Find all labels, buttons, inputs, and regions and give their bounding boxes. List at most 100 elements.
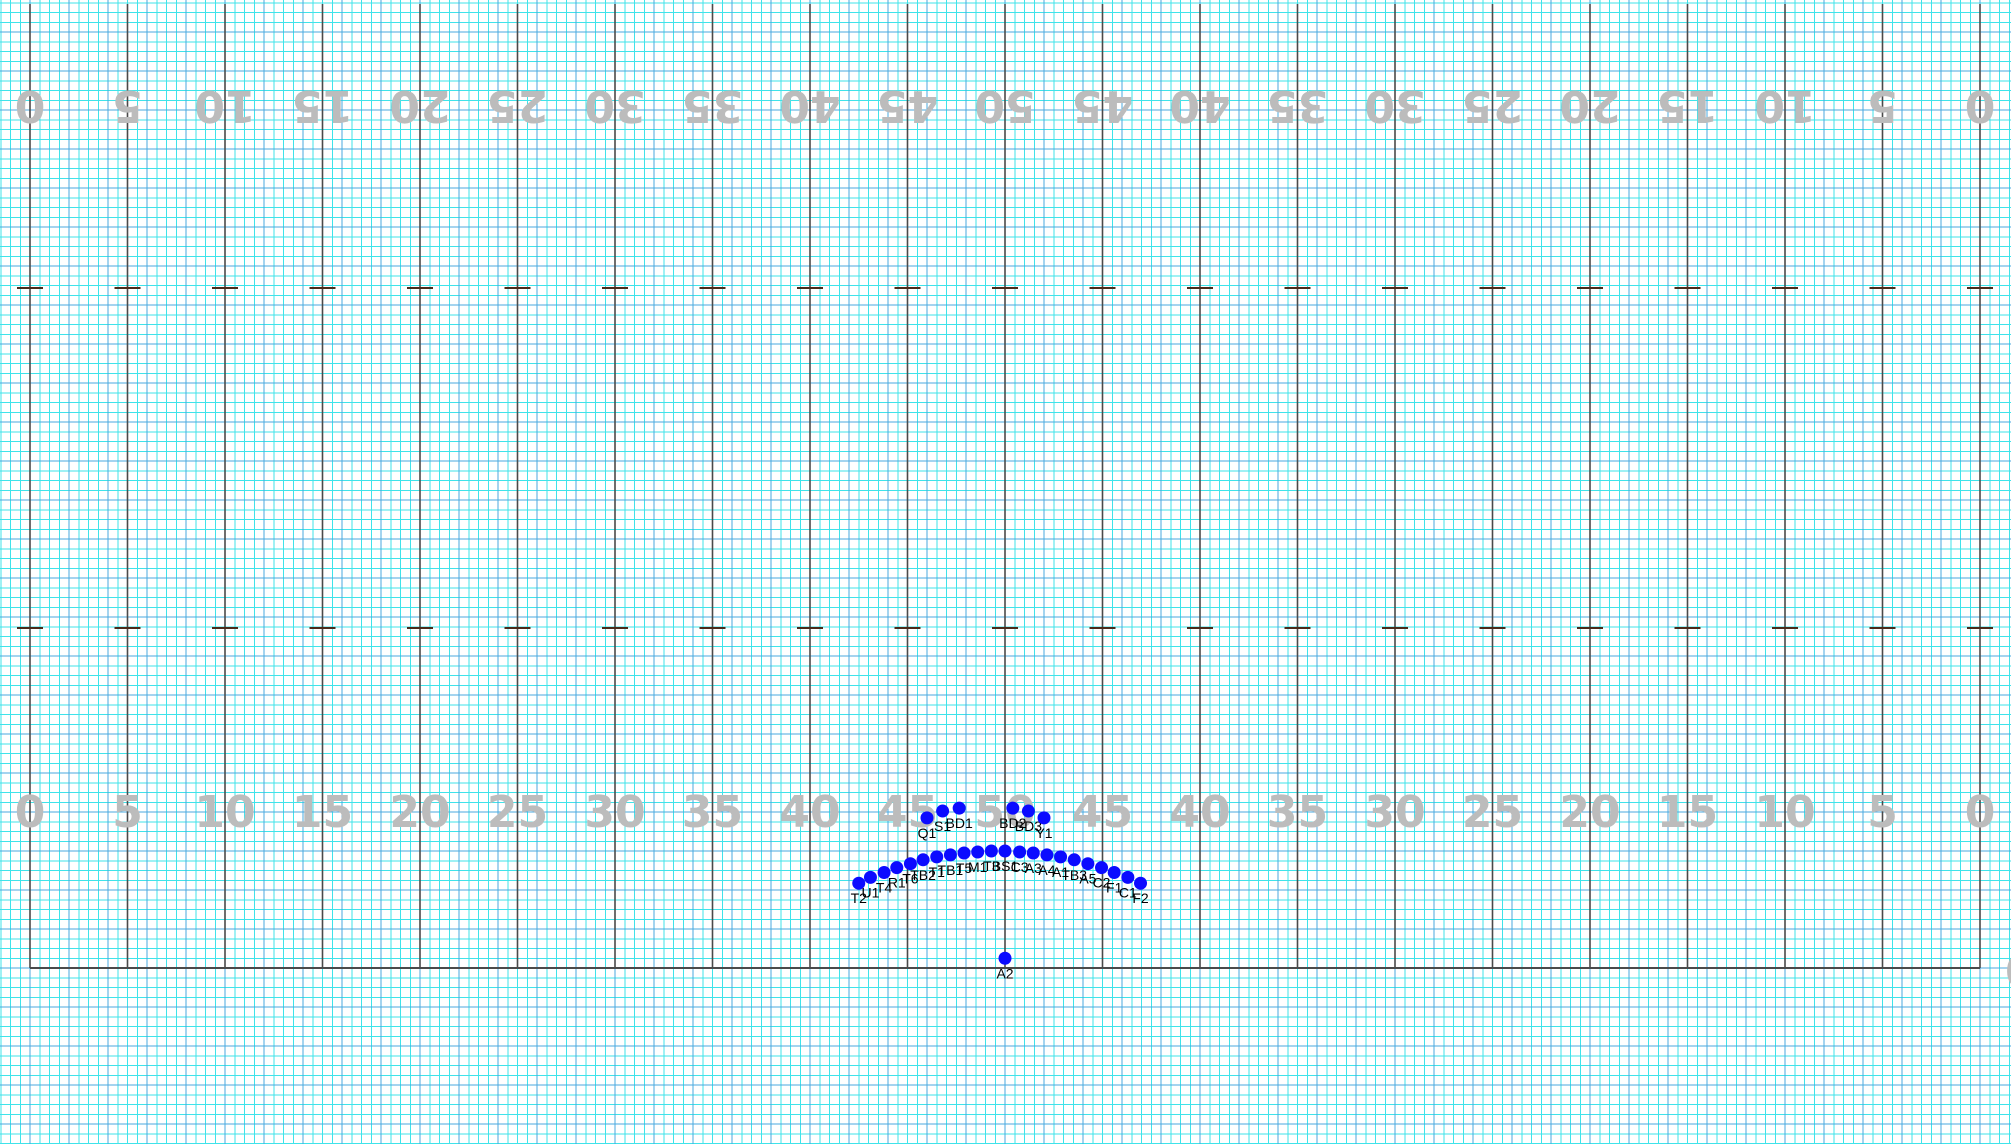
marcher-t6[interactable]: T6 [902, 857, 919, 887]
marcher-label: BD3 [1015, 818, 1042, 834]
yard-number-top: 20 [1559, 80, 1620, 131]
marcher-label: T5 [956, 860, 973, 876]
marcher-t3[interactable]: T3 [983, 844, 1000, 875]
marcher-dot[interactable] [936, 804, 950, 818]
marcher-dot[interactable] [957, 846, 971, 860]
marcher-bd2[interactable]: BD2 [999, 801, 1027, 832]
yard-number-bottom: 35 [682, 787, 743, 838]
marcher-dot[interactable] [984, 844, 998, 858]
marcher-dot[interactable] [1107, 865, 1121, 879]
marcher-bd1[interactable]: BD1 [946, 801, 973, 832]
yard-number-top: 40 [779, 80, 840, 131]
marcher-dot[interactable] [943, 848, 957, 862]
yard-number-bottom: 30 [1364, 787, 1425, 838]
marcher-dot[interactable] [1021, 804, 1035, 818]
marcher-label: C3 [1011, 859, 1029, 875]
marcher-dot[interactable] [952, 801, 966, 815]
yard-number-top: 25 [487, 80, 548, 131]
marcher-a3[interactable]: A3 [1025, 846, 1042, 876]
marcher-dot[interactable] [1026, 846, 1040, 860]
marcher-dot[interactable] [1067, 853, 1081, 867]
marcher-dot[interactable] [903, 857, 917, 871]
yard-number-bottom: 40 [779, 787, 840, 838]
yard-number-bottom: 30 [584, 787, 645, 838]
marcher-dot[interactable] [1037, 811, 1051, 825]
marcher-tb3[interactable]: TB3 [1061, 853, 1087, 883]
marcher-dot[interactable] [1121, 870, 1135, 884]
marcher-label: BS1 [992, 858, 1019, 874]
marcher-tb2[interactable]: TB2 [910, 853, 936, 883]
yard-number-top: 0 [1965, 80, 1996, 131]
marcher-dot[interactable] [1054, 850, 1068, 864]
marcher-f1[interactable]: F1 [1106, 865, 1123, 896]
marcher-dot[interactable] [1006, 801, 1020, 815]
marcher-dot[interactable] [877, 865, 891, 879]
yard-number-top: 15 [292, 80, 353, 131]
marcher-dot[interactable] [1095, 861, 1109, 875]
marcher-bs1[interactable]: BS1 [992, 844, 1019, 875]
marcher-dot[interactable] [1040, 848, 1054, 862]
marcher-dot[interactable] [863, 870, 877, 884]
marcher-f2[interactable]: F2 [1132, 876, 1149, 907]
marcher-t2[interactable]: T2 [851, 876, 868, 907]
yard-number-top: 5 [1867, 80, 1898, 131]
yard-number-bottom: 15 [1657, 787, 1718, 838]
marcher-dot[interactable] [852, 876, 866, 890]
yard-lines [29, 4, 1981, 968]
marcher-dot[interactable] [1013, 845, 1027, 859]
yard-number-top: 35 [1267, 80, 1328, 131]
marcher-tb1[interactable]: TB1 [938, 848, 964, 878]
marcher-dot[interactable] [998, 951, 1012, 965]
marcher-t4[interactable]: T4 [876, 865, 893, 896]
marcher-label: F1 [1106, 879, 1123, 895]
marcher-y1[interactable]: Y1 [1035, 811, 1053, 841]
marcher-label: A5 [1079, 871, 1096, 887]
marcher-r1[interactable]: R1 [888, 861, 906, 891]
yard-number-top: 45 [1072, 80, 1133, 131]
marcher-dot[interactable] [1081, 857, 1095, 871]
marcher-c3[interactable]: C3 [1011, 845, 1029, 876]
marcher-label: Q1 [918, 825, 937, 841]
marcher-a4[interactable]: A4 [1038, 848, 1056, 878]
marcher-label: T1 [929, 864, 946, 880]
yard-number-top: 15 [1657, 80, 1718, 131]
marcher-dot[interactable] [971, 845, 985, 859]
yard-number-top: 35 [682, 80, 743, 131]
marcher-a1[interactable]: A1 [1052, 850, 1069, 880]
edge-yard-number: 0 [2005, 947, 2011, 998]
yard-number-bottom: 10 [1754, 787, 1815, 838]
marcher-label: R1 [888, 875, 906, 891]
marcher-dot[interactable] [890, 861, 904, 875]
marcher-dot[interactable] [920, 811, 934, 825]
marcher-t1[interactable]: T1 [929, 850, 946, 880]
marcher-dot[interactable] [930, 850, 944, 864]
yard-number-top: 50 [974, 80, 1035, 131]
marcher-s1[interactable]: S1 [934, 804, 951, 835]
yard-number-bottom: 0 [1965, 787, 1996, 838]
marcher-bd3[interactable]: BD3 [1015, 804, 1042, 835]
marcher-a5[interactable]: A5 [1079, 857, 1097, 887]
yard-number-bottom: 20 [389, 787, 450, 838]
marcher-label: A4 [1038, 862, 1055, 878]
marcher-label: TB2 [910, 867, 936, 883]
marcher-c2[interactable]: C2 [1093, 861, 1111, 891]
marcher-dot[interactable] [1134, 876, 1148, 890]
yard-number-bottom: 25 [1462, 787, 1523, 838]
marcher-q1[interactable]: Q1 [918, 811, 937, 841]
yard-number-top: 5 [112, 80, 143, 131]
marcher-m1[interactable]: M1 [968, 845, 988, 876]
marcher-label: TB1 [938, 862, 964, 878]
marcher-t5[interactable]: T5 [956, 846, 973, 876]
yard-number-bottom: 35 [1267, 787, 1328, 838]
marcher-a2[interactable]: A2 [996, 951, 1014, 982]
marcher-label: C1 [1119, 884, 1137, 900]
marcher-dot[interactable] [998, 844, 1012, 858]
marcher-u1[interactable]: U1 [861, 870, 880, 901]
marcher-dot[interactable] [916, 853, 930, 867]
marcher-c1[interactable]: C1 [1119, 870, 1137, 901]
yard-number-bottom: 25 [487, 787, 548, 838]
marcher-label: BD2 [999, 815, 1026, 831]
yard-number-top: 20 [389, 80, 450, 131]
marcher-label: Y1 [1035, 825, 1052, 841]
